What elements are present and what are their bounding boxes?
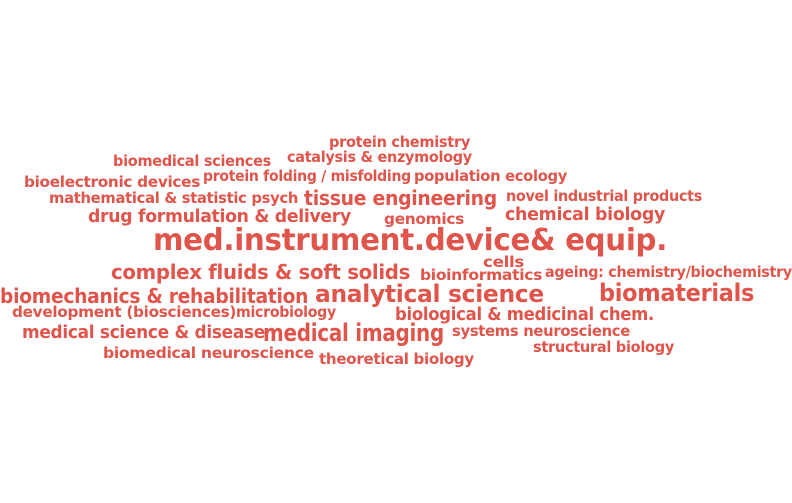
- word-population-ecology: population ecology: [414, 167, 568, 185]
- word-genomics: genomics: [384, 210, 464, 228]
- word-biological-medicinal-chem: biological & medicinal chem.: [395, 303, 655, 325]
- word-biomedical-sciences: biomedical sciences: [113, 152, 271, 170]
- word-microbiology: microbiology: [236, 303, 336, 321]
- word-medical-science-disease: medical science & disease: [22, 321, 266, 343]
- word-theoretical-biology: theoretical biology: [319, 350, 474, 368]
- word-drug-formulation: drug formulation & delivery: [88, 205, 351, 227]
- word-tissue-engineering: tissue engineering: [304, 186, 497, 210]
- word-med-instrument: med.instrument.device& equip.: [153, 223, 668, 258]
- word-chemical-biology: chemical biology: [505, 203, 666, 225]
- word-systems-neuroscience: systems neuroscience: [452, 322, 630, 340]
- word-cells: cells: [483, 253, 525, 271]
- word-biomaterials: biomaterials: [599, 278, 755, 307]
- word-biomedical-neuroscience: biomedical neuroscience: [103, 344, 314, 362]
- word-biomechanics: biomechanics & rehabilitation: [0, 284, 309, 308]
- word-structural-biology: structural biology: [533, 338, 675, 356]
- word-protein-chemistry: protein chemistry: [329, 133, 471, 151]
- word-bioelectronic-devices: bioelectronic devices: [24, 173, 201, 191]
- word-bioinformatics: bioinformatics: [420, 266, 543, 284]
- word-novel-industrial-products: novel industrial products: [506, 187, 702, 205]
- word-protein-folding: protein folding / misfolding: [203, 167, 411, 185]
- word-analytical-science: analytical science: [315, 279, 544, 308]
- word-mathematical-statistic-psych: mathematical & statistic psych: [49, 189, 299, 207]
- word-complex-fluids: complex fluids & soft solids: [111, 260, 411, 284]
- word-medical-imaging: medical imaging: [263, 318, 444, 347]
- word-ageing: ageing: chemistry/biochemistry: [545, 263, 792, 281]
- word-development-biosciences: development (biosciences): [12, 303, 237, 321]
- word-catalysis-enzymology: catalysis & enzymology: [287, 148, 472, 166]
